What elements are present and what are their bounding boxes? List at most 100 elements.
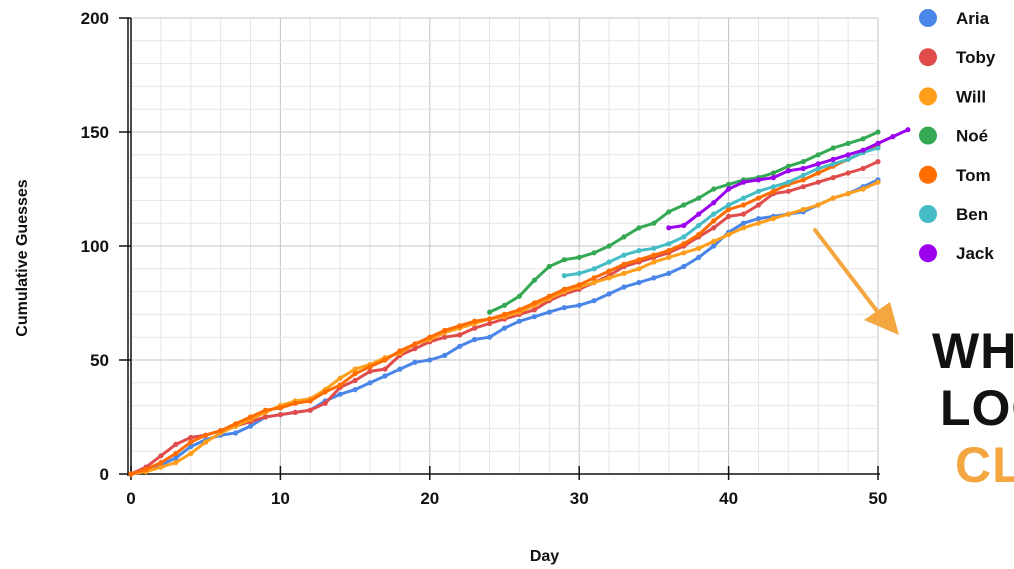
data-point xyxy=(636,225,642,231)
data-point xyxy=(860,165,866,172)
data-point xyxy=(442,352,448,358)
data-point xyxy=(203,439,209,445)
legend-marker xyxy=(919,244,937,263)
data-point xyxy=(352,371,358,377)
data-point xyxy=(875,159,881,165)
data-point xyxy=(621,252,627,258)
data-point xyxy=(262,414,269,420)
data-point xyxy=(233,421,239,427)
data-point xyxy=(561,286,567,292)
data-point xyxy=(681,222,687,229)
data-point xyxy=(621,234,627,240)
data-point xyxy=(397,348,403,354)
data-point xyxy=(307,407,313,413)
data-point xyxy=(740,220,747,226)
data-point xyxy=(815,161,821,167)
data-point xyxy=(352,377,358,384)
data-point xyxy=(785,179,792,185)
data-point xyxy=(487,316,493,322)
callout-line-3: CL xyxy=(955,437,1014,493)
data-point xyxy=(352,366,358,372)
data-point xyxy=(696,195,702,201)
data-point xyxy=(561,305,567,311)
data-point xyxy=(755,220,762,226)
data-point xyxy=(785,188,792,194)
legend: Aria Toby Will Noé Tom Ben Jack xyxy=(919,9,996,263)
data-point xyxy=(322,400,328,406)
data-point xyxy=(367,368,373,374)
data-point xyxy=(740,225,747,231)
data-point xyxy=(845,140,851,146)
data-point xyxy=(412,359,418,365)
data-point xyxy=(726,181,732,187)
legend-marker xyxy=(919,87,937,106)
x-tick-label: 0 xyxy=(126,489,135,508)
data-point xyxy=(472,325,478,331)
data-point xyxy=(337,382,343,388)
data-point xyxy=(726,213,732,219)
data-point xyxy=(158,460,164,466)
data-point xyxy=(158,453,164,459)
data-point xyxy=(726,232,732,238)
data-point xyxy=(800,159,806,165)
data-point xyxy=(830,175,836,181)
data-point xyxy=(516,307,523,313)
data-point xyxy=(845,152,851,158)
data-point xyxy=(576,254,582,260)
series-line xyxy=(488,130,879,314)
data-point xyxy=(382,373,388,379)
data-point xyxy=(755,202,762,208)
data-point xyxy=(352,387,358,393)
data-point xyxy=(755,216,762,222)
data-point xyxy=(546,309,552,315)
data-point xyxy=(711,200,717,206)
series-noé xyxy=(487,129,881,315)
data-point xyxy=(726,202,732,208)
data-point xyxy=(636,248,642,254)
x-tick-label: 50 xyxy=(869,489,888,508)
data-point xyxy=(143,466,149,472)
data-point xyxy=(830,156,836,162)
x-tick-label: 20 xyxy=(420,489,439,508)
series-ben xyxy=(561,145,881,279)
data-point xyxy=(292,409,298,415)
data-point xyxy=(546,293,552,299)
data-point xyxy=(651,259,657,265)
data-point xyxy=(860,186,866,192)
data-point xyxy=(531,277,538,283)
data-point xyxy=(800,165,806,172)
data-point xyxy=(516,293,523,299)
data-point xyxy=(740,211,747,217)
data-point xyxy=(711,225,717,231)
data-point xyxy=(128,471,134,477)
arrow-annotation xyxy=(813,228,882,317)
data-point xyxy=(711,238,717,244)
data-point xyxy=(501,302,508,308)
data-point xyxy=(770,170,777,176)
data-point xyxy=(666,241,672,247)
x-axis-title: Day xyxy=(530,548,559,565)
data-point xyxy=(905,127,911,133)
data-point xyxy=(516,318,523,324)
data-point xyxy=(606,268,612,274)
data-point xyxy=(681,263,687,270)
data-point xyxy=(472,318,478,324)
data-point xyxy=(247,423,254,429)
legend-label: Tom xyxy=(956,166,991,185)
data-point xyxy=(561,273,567,279)
data-point xyxy=(726,186,732,192)
data-point xyxy=(681,241,687,247)
annotation: WHA LOO CL xyxy=(813,228,1014,493)
data-point xyxy=(531,300,538,306)
data-point xyxy=(277,405,283,411)
data-point xyxy=(188,444,194,450)
data-point xyxy=(666,209,672,215)
data-point xyxy=(815,165,821,172)
data-point xyxy=(651,220,657,226)
data-point xyxy=(681,250,687,256)
data-point xyxy=(711,186,717,192)
data-point xyxy=(322,389,328,395)
data-point xyxy=(247,414,254,420)
legend-label: Toby xyxy=(956,48,996,67)
legend-marker xyxy=(919,126,937,145)
